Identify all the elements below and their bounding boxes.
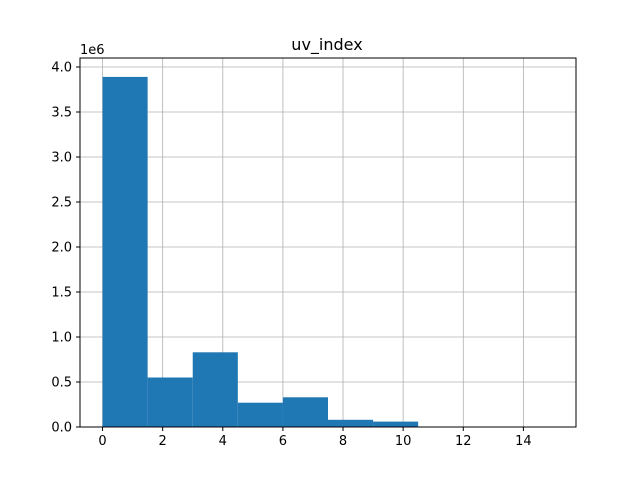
histogram-bar: [328, 420, 373, 427]
x-tick-label: 0: [98, 434, 106, 449]
axes: [80, 58, 576, 427]
y-tick-label: 1.5: [51, 286, 72, 301]
histogram-bar: [238, 403, 283, 427]
histogram-bar: [148, 378, 193, 428]
plot-frame: [80, 58, 576, 427]
y-tick-label: 2.0: [51, 241, 72, 256]
y-tick-label: 0.5: [51, 376, 72, 391]
y-tick-label: 4.0: [51, 61, 72, 76]
y-tick-label: 3.5: [51, 106, 72, 121]
chart-title: uv_index: [291, 35, 362, 55]
x-tick-label: 12: [455, 434, 472, 449]
histogram-bar: [103, 77, 148, 427]
grid-lines: [80, 58, 576, 427]
y-tick-label: 1.0: [51, 331, 72, 346]
x-tick-label: 6: [279, 434, 287, 449]
x-tick-label: 4: [219, 434, 227, 449]
y-tick-label: 0.0: [51, 421, 72, 436]
histogram-bar: [283, 397, 328, 427]
x-tick-label: 10: [395, 434, 412, 449]
histogram-bars: [103, 77, 554, 427]
y-axis-offset-label: 1e6: [80, 43, 105, 58]
y-tick-label: 2.5: [51, 196, 72, 211]
x-tick-label: 8: [339, 434, 347, 449]
histogram-bar: [193, 352, 238, 427]
histogram-bar: [373, 422, 418, 427]
x-tick-label: 2: [159, 434, 167, 449]
y-tick-label: 3.0: [51, 151, 72, 166]
x-tick-label: 14: [515, 434, 532, 449]
